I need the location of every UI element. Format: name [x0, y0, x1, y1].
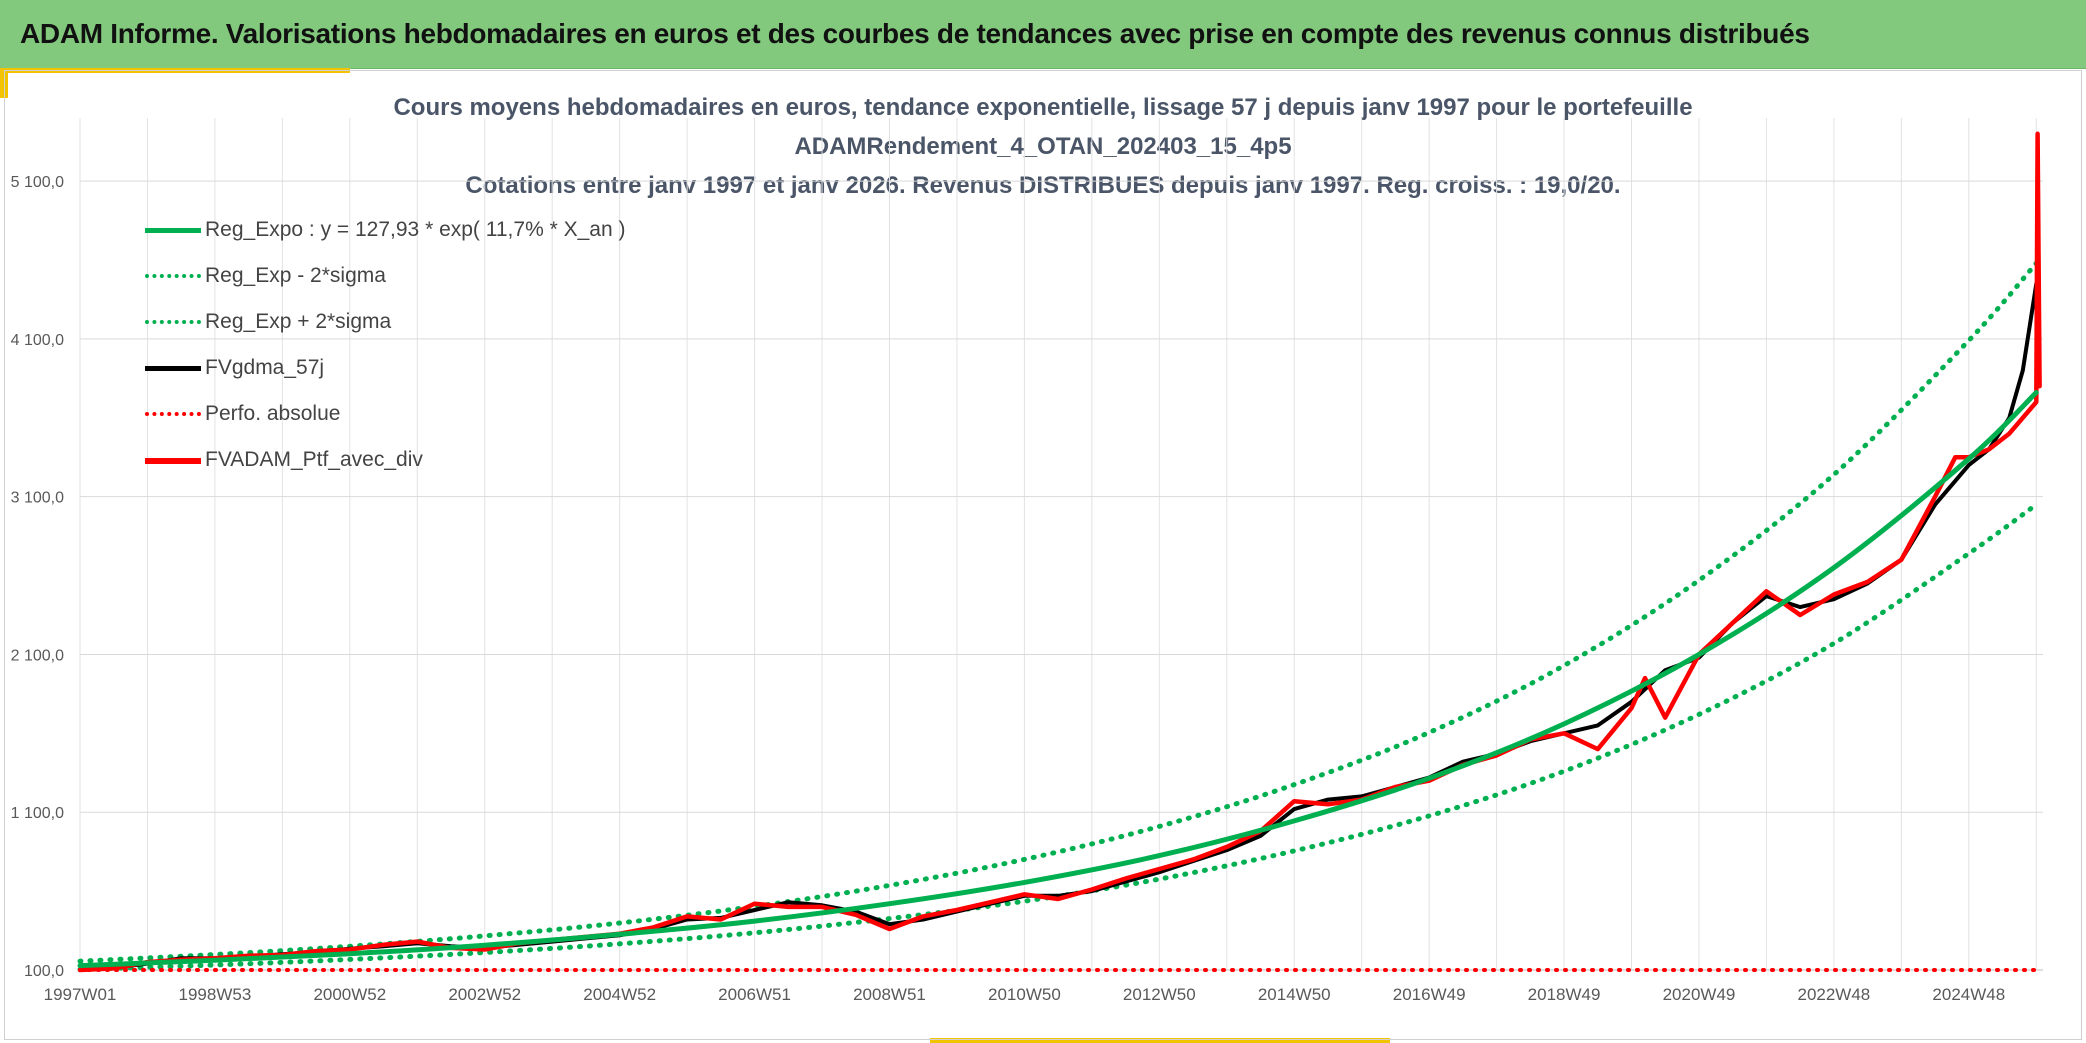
legend-swatch-reg-exp-minus	[145, 274, 201, 278]
x-tick-label: 2002W52	[448, 985, 521, 1004]
legend-label-ptf: FVADAM_Ptf_avec_div	[205, 448, 423, 471]
legend-label-reg-expo: Reg_Expo : y = 127,93 * exp( 11,7% * X_a…	[205, 218, 626, 241]
x-tick-label: 2010W50	[988, 985, 1061, 1004]
chart-frame	[4, 70, 2082, 1040]
x-tick-label: 2022W48	[1797, 985, 1870, 1004]
legend-label-reg-exp-plus: Reg_Exp + 2*sigma	[205, 310, 392, 333]
chart-title-line-3: Cotations entre janv 1997 et janv 2026. …	[465, 172, 1621, 199]
series-layer	[77, 131, 2042, 973]
x-tick-label: 2012W50	[1123, 985, 1196, 1004]
accent-bar-bottom	[930, 1038, 1390, 1043]
legend-swatch-perfo-absolue	[145, 412, 201, 416]
series-line-reg-expo	[77, 390, 2039, 969]
x-tick-label: 1997W01	[44, 985, 117, 1004]
y-tick-label: 100,0	[24, 963, 64, 980]
header-banner: ADAM Informe. Valorisations hebdomadaire…	[0, 0, 2086, 69]
x-tick-label: 2018W49	[1528, 985, 1601, 1004]
series-line-ptf	[77, 131, 2042, 973]
y-tick-label: 4 100,0	[11, 332, 64, 349]
y-tick-label: 2 100,0	[11, 647, 64, 664]
x-tick-label: 1998W53	[179, 985, 252, 1004]
x-tick-label: 2004W52	[583, 985, 656, 1004]
legend-swatch-ptf	[145, 458, 201, 464]
chart-title-line-2: ADAMRendement_4_OTAN_202403_15_4p5	[794, 133, 1292, 160]
legend-label-reg-exp-minus: Reg_Exp - 2*sigma	[205, 264, 386, 287]
x-tick-label: 2008W51	[853, 985, 926, 1004]
legend-swatch-reg-exp-plus	[145, 320, 201, 324]
x-tick-label: 2024W48	[1932, 985, 2005, 1004]
x-tick-label: 2014W50	[1258, 985, 1331, 1004]
x-tick-label: 2016W49	[1393, 985, 1466, 1004]
legend-swatch-reg-expo	[145, 228, 201, 233]
series-line-reg-exp-plus	[77, 260, 2039, 964]
chart-title-line-1: Cours moyens hebdomadaires en euros, ten…	[393, 94, 1693, 121]
x-tick-label: 2020W49	[1663, 985, 1736, 1004]
x-tick-label: 2006W51	[718, 985, 791, 1004]
legend-swatch-fvgdma	[145, 366, 201, 371]
legend-label-perfo-absolue: Perfo. absolue	[205, 402, 341, 425]
x-tick-label: 2000W52	[313, 985, 386, 1004]
page-title: ADAM Informe. Valorisations hebdomadaire…	[20, 18, 1810, 49]
legend-label-fvgdma: FVgdma_57j	[205, 356, 325, 379]
y-tick-label: 5 100,0	[11, 174, 64, 191]
y-tick-label: 3 100,0	[11, 490, 64, 507]
y-tick-label: 1 100,0	[11, 805, 64, 822]
